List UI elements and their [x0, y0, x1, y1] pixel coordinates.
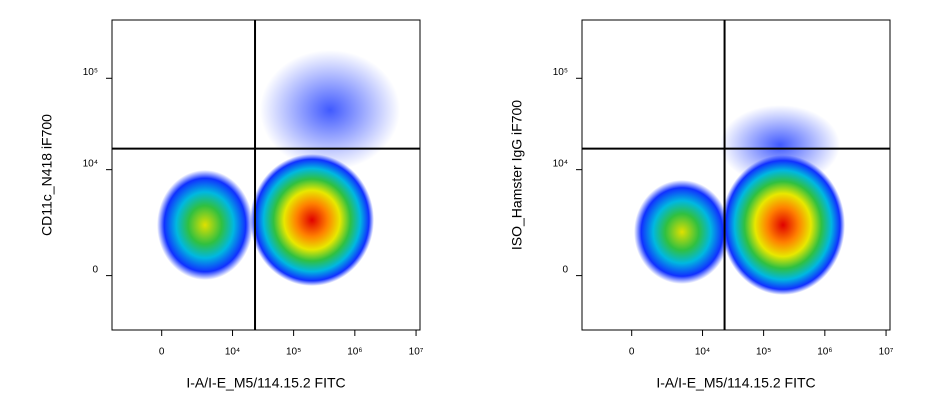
x-axis-title: I-A/I-E_M5/114.15.2 FITC	[186, 375, 345, 391]
x-axis-title: I-A/I-E_M5/114.15.2 FITC	[656, 375, 815, 391]
y-tick-label: 10⁴	[83, 158, 98, 169]
density-clouds	[157, 50, 845, 295]
y-axis-title: CD11c_N418 iF700	[39, 114, 55, 236]
plot-frame	[111, 19, 421, 331]
y-tick-label: 10⁴	[553, 158, 568, 169]
y-tick-label: 10⁵	[553, 67, 568, 78]
x-tick-label: 0	[159, 347, 165, 358]
density-cloud	[721, 155, 845, 295]
x-tick-label: 10⁷	[409, 347, 424, 358]
density-cloud	[250, 154, 374, 286]
y-tick-label: 10⁵	[83, 67, 98, 78]
x-tick-label: 10⁶	[817, 347, 832, 358]
x-tick-label: 10⁴	[695, 347, 710, 358]
plot-frame	[581, 19, 891, 331]
x-tick-label: 10⁷	[879, 347, 894, 358]
x-tick-label: 0	[629, 347, 635, 358]
y-axis-title: ISO_Hamster IgG iF700	[509, 100, 525, 250]
y-tick-label: 0	[562, 264, 568, 275]
x-tick-label: 10⁵	[286, 347, 301, 358]
density-cloud	[634, 180, 730, 284]
x-tick-label: 10⁶	[347, 347, 362, 358]
y-tick-label: 0	[92, 264, 98, 275]
x-tick-label: 10⁴	[225, 347, 240, 358]
density-cloud	[157, 170, 253, 280]
density-cloud	[260, 50, 400, 170]
x-tick-label: 10⁵	[756, 347, 771, 358]
